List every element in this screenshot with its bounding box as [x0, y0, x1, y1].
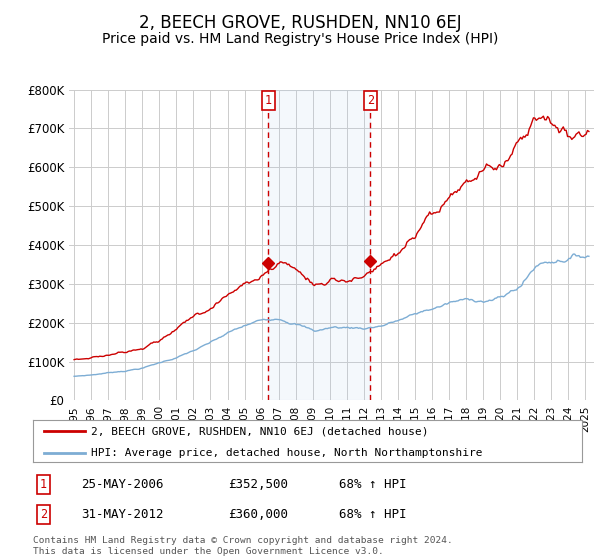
- Text: Price paid vs. HM Land Registry's House Price Index (HPI): Price paid vs. HM Land Registry's House …: [102, 32, 498, 46]
- Text: 68% ↑ HPI: 68% ↑ HPI: [339, 507, 407, 521]
- Text: 2: 2: [367, 94, 374, 108]
- Text: Contains HM Land Registry data © Crown copyright and database right 2024.
This d: Contains HM Land Registry data © Crown c…: [33, 536, 453, 556]
- Text: 68% ↑ HPI: 68% ↑ HPI: [339, 478, 407, 491]
- Text: 1: 1: [265, 94, 272, 108]
- Text: £360,000: £360,000: [228, 507, 288, 521]
- Text: 1: 1: [40, 478, 47, 491]
- Text: HPI: Average price, detached house, North Northamptonshire: HPI: Average price, detached house, Nort…: [91, 448, 482, 458]
- Text: 25-MAY-2006: 25-MAY-2006: [81, 478, 163, 491]
- Text: 2, BEECH GROVE, RUSHDEN, NN10 6EJ: 2, BEECH GROVE, RUSHDEN, NN10 6EJ: [139, 14, 461, 32]
- Text: 31-MAY-2012: 31-MAY-2012: [81, 507, 163, 521]
- Text: £352,500: £352,500: [228, 478, 288, 491]
- Bar: [268, 90, 370, 400]
- Text: 2: 2: [40, 507, 47, 521]
- Text: 2, BEECH GROVE, RUSHDEN, NN10 6EJ (detached house): 2, BEECH GROVE, RUSHDEN, NN10 6EJ (detac…: [91, 426, 428, 436]
